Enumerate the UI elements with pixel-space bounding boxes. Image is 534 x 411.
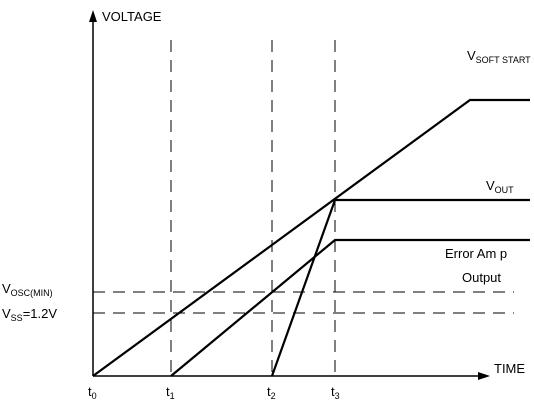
error-amp-label: Error Am p bbox=[445, 246, 507, 261]
time-label: t2 bbox=[267, 384, 276, 401]
vout-curve bbox=[270, 198, 530, 377]
error-amp-curve bbox=[170, 238, 530, 377]
vss-label: VSS=1.2V bbox=[2, 306, 57, 323]
vosc-label: VOSC(MIN) bbox=[2, 281, 53, 298]
time-label: t1 bbox=[166, 384, 175, 401]
error-amp-label: Output bbox=[462, 270, 501, 285]
vout-label: VOUT bbox=[486, 178, 514, 195]
soft-start-curve bbox=[92, 98, 530, 377]
time-label: t0 bbox=[88, 384, 97, 401]
x-label: TIME bbox=[494, 361, 525, 376]
time-label: t3 bbox=[331, 384, 340, 401]
y-arrow bbox=[89, 10, 97, 22]
x-arrow bbox=[478, 372, 490, 380]
y-label: VOLTAGE bbox=[102, 9, 162, 24]
soft-start-label: VSOFT START bbox=[467, 48, 531, 65]
